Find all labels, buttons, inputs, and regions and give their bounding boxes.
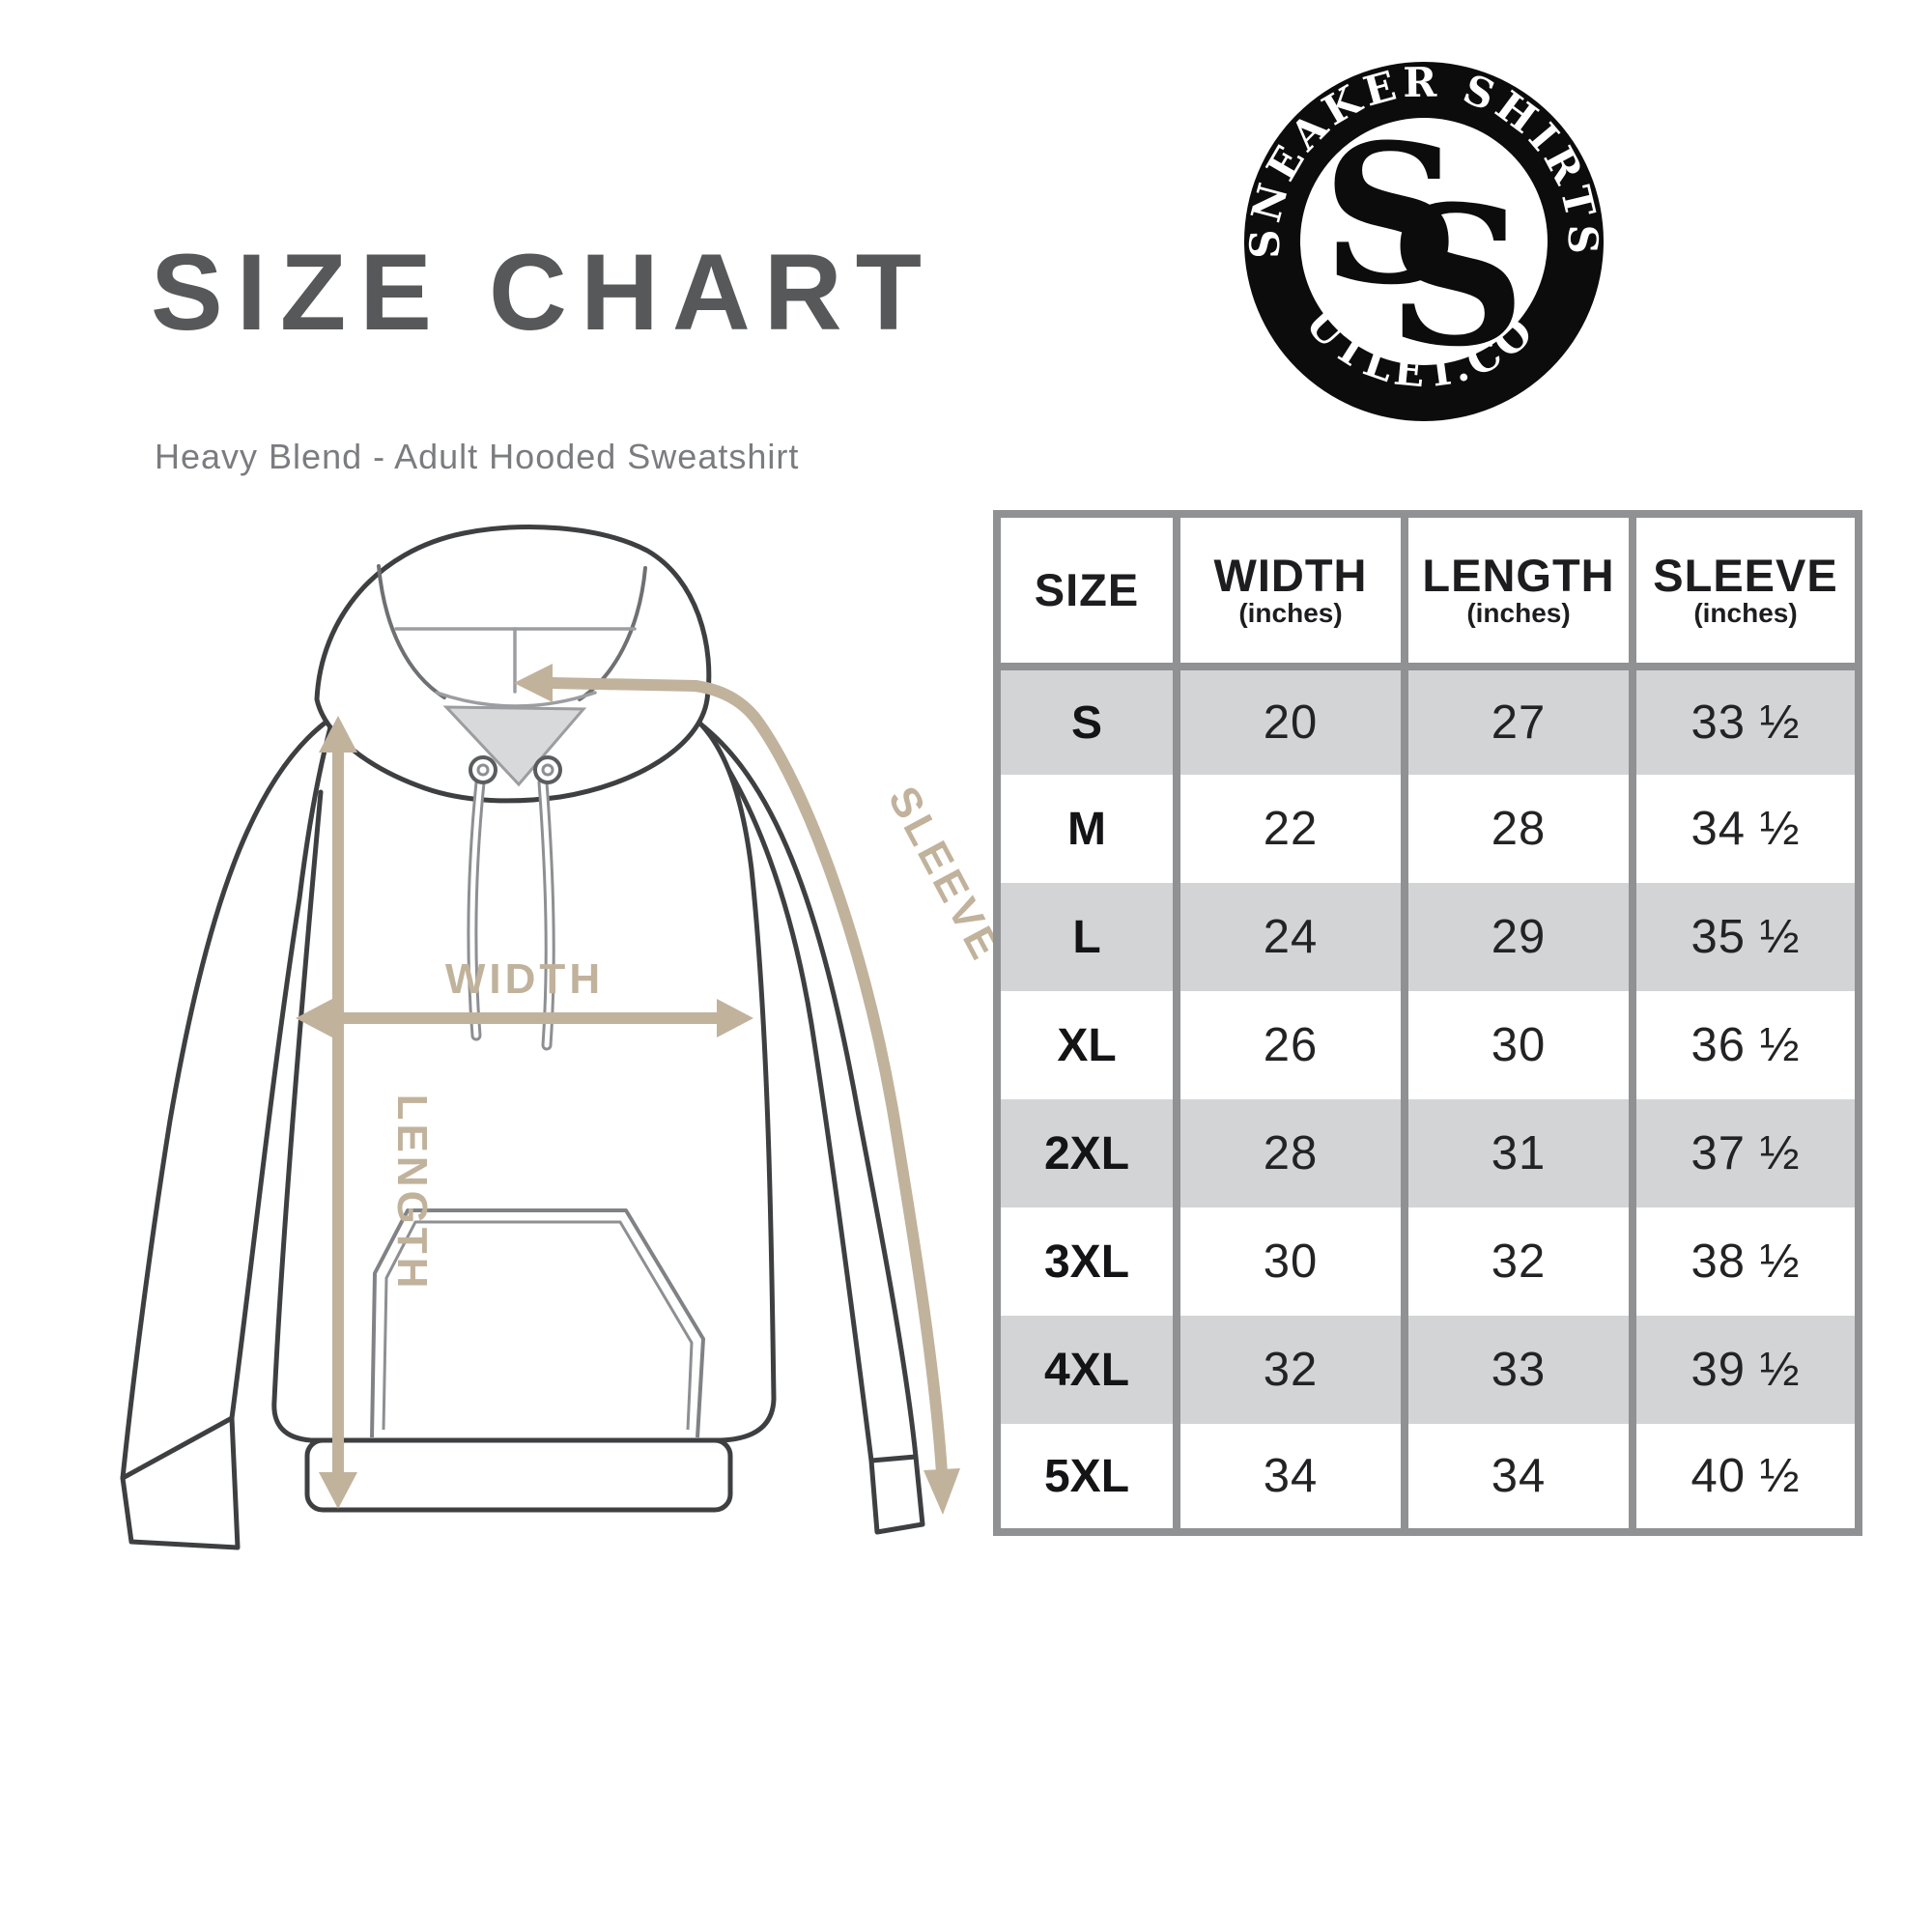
length-cell: 29: [1401, 883, 1636, 991]
width-cell: 24: [1173, 883, 1408, 991]
size-cell: 3XL: [993, 1208, 1180, 1316]
size-table-header: SIZE WIDTH (inches) LENGTH (inches) SLEE…: [993, 514, 1862, 670]
size-cell: XL: [993, 991, 1180, 1099]
left-eyelet: [469, 755, 497, 784]
width-cell: 26: [1173, 991, 1408, 1099]
length-cell: 30: [1401, 991, 1636, 1099]
size-table-row: 5XL 34 34 40 ½: [993, 1424, 1862, 1532]
logo-ss-monogram: S S: [1322, 102, 1526, 389]
right-eyelet: [533, 755, 562, 784]
sleeve-label: SLEEVE: [879, 779, 1010, 969]
width-cell: 32: [1173, 1316, 1408, 1424]
size-cell: 2XL: [993, 1099, 1180, 1208]
size-cell: 4XL: [993, 1316, 1180, 1424]
collar-triangle: [442, 705, 587, 787]
sleeve-cell: 34 ½: [1629, 775, 1862, 883]
length-cell: 28: [1401, 775, 1636, 883]
hoodie-pocket-inner-line: [382, 1220, 694, 1431]
brand-logo-badge: SNEAKER SHIRTS OUTLET.COM S S: [1241, 59, 1604, 421]
size-table-row: 3XL 30 32 38 ½: [993, 1208, 1862, 1316]
length-label: LENGTH: [388, 1094, 436, 1293]
hoodie-body-fill: [273, 723, 774, 1440]
logo-inner-disk: [1300, 118, 1548, 365]
sleeve-arrow: [514, 664, 960, 1515]
size-table-row: 4XL 32 33 39 ½: [993, 1316, 1862, 1424]
sleeve-cell: 35 ½: [1629, 883, 1862, 991]
sleeve-cell: 39 ½: [1629, 1316, 1862, 1424]
hoodie-hood: [314, 525, 712, 804]
size-cell: L: [993, 883, 1180, 991]
hoodie-body-outline: [271, 720, 777, 1443]
page-title: SIZE CHART: [151, 232, 935, 353]
width-arrow: [296, 999, 753, 1037]
size-cell: M: [993, 775, 1180, 883]
width-label: WIDTH: [445, 955, 604, 1003]
col-header-width: WIDTH (inches): [1173, 514, 1408, 670]
hood-inner-opening-right: [578, 566, 647, 701]
hoodie-right-cuff-seam: [868, 1454, 919, 1463]
width-cell: 20: [1173, 667, 1408, 775]
sleeve-cell: 40 ½: [1629, 1424, 1862, 1532]
width-cell: 30: [1173, 1208, 1408, 1316]
sleeve-cell: 33 ½: [1629, 667, 1862, 775]
width-cell: 22: [1173, 775, 1408, 883]
hoodie-measurement-diagram: WIDTH LENGTH SLEEVE: [120, 525, 1010, 1550]
width-cell: 28: [1173, 1099, 1408, 1208]
monogram-letter-1: S: [1322, 102, 1461, 327]
hood-inner-opening-left: [377, 564, 446, 699]
length-cell: 34: [1401, 1424, 1636, 1532]
size-table-body: S 20 27 33 ½ M 22 28 34 ½ L 24 29 35 ½ X…: [993, 667, 1862, 1532]
size-cell: 5XL: [993, 1424, 1180, 1532]
garment-subtitle: Heavy Blend - Adult Hooded Sweatshirt: [155, 437, 800, 476]
hoodie-right-sleeve: [688, 714, 925, 1535]
size-table-row: L 24 29 35 ½: [993, 883, 1862, 991]
monogram-letter-2: S: [1388, 164, 1526, 389]
sleeve-cell: 37 ½: [1629, 1099, 1862, 1208]
length-cell: 27: [1401, 667, 1636, 775]
size-table-row: M 22 28 34 ½: [993, 775, 1862, 883]
sleeve-cell: 38 ½: [1629, 1208, 1862, 1316]
col-header-sleeve: SLEEVE (inches): [1629, 514, 1862, 670]
size-table-row: XL 26 30 36 ½: [993, 991, 1862, 1099]
length-cell: 32: [1401, 1208, 1636, 1316]
hoodie-hem-band: [304, 1437, 733, 1513]
length-cell: 33: [1401, 1316, 1636, 1424]
sleeve-cell: 36 ½: [1629, 991, 1862, 1099]
hood-collar-line: [435, 691, 597, 708]
size-cell: S: [993, 667, 1180, 775]
hoodie-pocket-outline: [370, 1208, 705, 1438]
width-cell: 34: [1173, 1424, 1408, 1532]
length-arrow: [319, 716, 357, 1509]
length-cell: 31: [1401, 1099, 1636, 1208]
hoodie-left-cuff-seam: [120, 1415, 235, 1481]
size-table-row: 2XL 28 31 37 ½: [993, 1099, 1862, 1208]
col-header-length: LENGTH (inches): [1401, 514, 1636, 670]
size-table-row: S 20 27 33 ½: [993, 667, 1862, 775]
col-header-size: SIZE: [993, 514, 1180, 670]
header-row: SIZE WIDTH (inches) LENGTH (inches) SLEE…: [993, 514, 1862, 670]
size-table: SIZE WIDTH (inches) LENGTH (inches) SLEE…: [993, 510, 1862, 1536]
